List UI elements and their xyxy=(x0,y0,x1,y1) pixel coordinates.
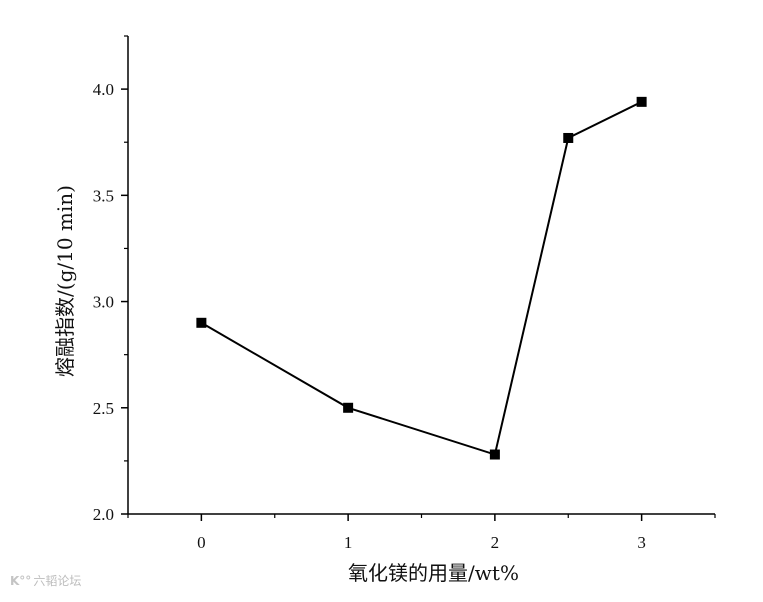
data-point-marker xyxy=(563,132,574,143)
y-tick-label: 2.5 xyxy=(93,399,114,418)
x-tick-label: 1 xyxy=(344,533,353,552)
y-tick-label: 3.5 xyxy=(93,186,114,205)
tick-labels: 0 1 2 3 2.0 2.5 3.0 3.5 4.0 xyxy=(93,80,646,552)
x-axis-title: 氧化镁的用量/wt% xyxy=(348,561,519,585)
axes xyxy=(127,36,715,515)
data-point-marker xyxy=(343,402,354,413)
series-layer xyxy=(196,96,647,460)
x-tick-label: 0 xyxy=(197,533,206,552)
data-point-marker xyxy=(489,449,500,460)
x-tick-label: 3 xyxy=(637,533,646,552)
data-point-marker xyxy=(196,317,207,328)
watermark-text: 六韬论坛 xyxy=(33,574,82,588)
y-tick-label: 2.0 xyxy=(93,505,114,524)
axis-ticks xyxy=(121,35,716,521)
y-axis-title: 熔融指数/(g/10 min) xyxy=(53,185,77,377)
watermark: K°° 六韬论坛 xyxy=(10,572,81,589)
data-point-marker xyxy=(636,96,647,107)
watermark-logo-icon: K°° xyxy=(10,573,32,588)
y-tick-label: 3.0 xyxy=(93,293,114,312)
series-line xyxy=(200,100,643,456)
x-tick-label: 2 xyxy=(491,533,500,552)
y-tick-label: 4.0 xyxy=(93,80,114,99)
